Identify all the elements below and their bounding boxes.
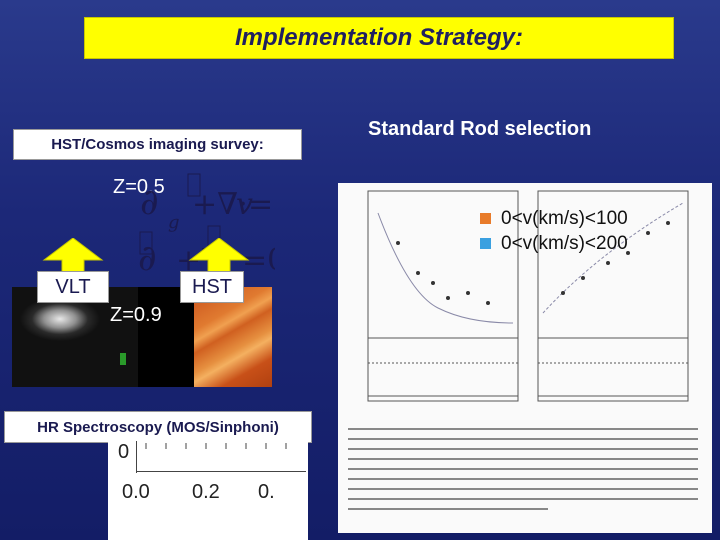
standard-rod-heading: Standard Rod selection xyxy=(368,118,592,140)
vlt-label: VLT xyxy=(37,271,109,303)
hst-image xyxy=(194,287,272,387)
legend: 0<v(km/s)<100 0<v(km/s)<200 xyxy=(480,206,628,256)
redshift-high-label: Z=0.9 xyxy=(110,304,162,326)
vlt-image xyxy=(12,287,138,387)
legend-swatch-orange xyxy=(480,213,491,224)
svg-text:∂: ∂ xyxy=(138,238,157,279)
legend-label-1: 0<v(km/s)<100 xyxy=(501,207,628,229)
plot-y-zero: 0 xyxy=(118,441,130,463)
hst-label: HST xyxy=(180,271,244,303)
legend-swatch-blue xyxy=(480,238,491,249)
legend-item-2: 0<v(km/s)<200 xyxy=(480,231,628,256)
spectroscopy-label: HR Spectroscopy (MOS/Sinphoni) xyxy=(4,411,312,443)
plot-tick-0: 0.0 xyxy=(122,481,150,503)
survey-label: HST/Cosmos imaging survey: xyxy=(13,129,302,160)
svg-text:+∇·: +∇· xyxy=(192,187,248,222)
spectroscopy-plot: 0 0.0 0.2 0. xyxy=(108,441,308,540)
plot-x-axis xyxy=(136,471,306,472)
plot-tick-2: 0. xyxy=(258,481,275,503)
svg-text:∂: ∂ xyxy=(140,182,159,223)
legend-label-2: 0<v(km/s)<200 xyxy=(501,232,628,254)
plot-ticks xyxy=(145,443,287,449)
plot-tick-1: 0.2 xyxy=(192,481,220,503)
standard-rod-figure xyxy=(338,183,712,533)
svg-text:g: g xyxy=(168,212,180,233)
legend-item-1: 0<v(km/s)<100 xyxy=(480,206,628,231)
plot-y-axis xyxy=(136,441,137,473)
slide-title: Implementation Strategy: xyxy=(84,17,674,59)
redshift-low-label: Z=0.5 xyxy=(113,176,165,198)
svg-text:v: v xyxy=(236,187,253,222)
hst-image-frame xyxy=(138,287,272,387)
figure-graphic xyxy=(348,190,698,510)
svg-text:=0: =0 xyxy=(248,187,275,222)
green-marker xyxy=(120,353,126,365)
